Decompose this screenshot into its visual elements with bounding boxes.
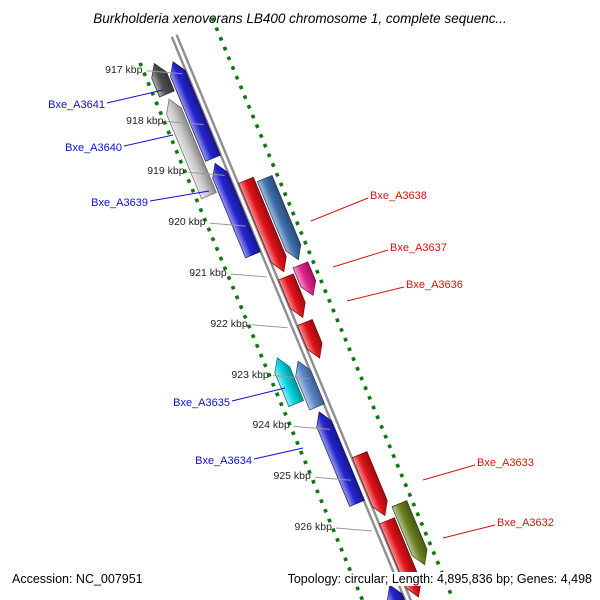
gene-label-Bxe_A3638[interactable]: Bxe_A3638 — [370, 189, 427, 202]
gene-arrow-unnamed-15[interactable] — [382, 582, 413, 600]
gene-label-leader — [332, 249, 389, 268]
gene-arrow-Bxe_A3637[interactable] — [292, 261, 320, 299]
gene-arrow-Bxe_A3634[interactable] — [312, 409, 365, 507]
gene-label-leader — [253, 447, 304, 460]
ruler-tick-line — [293, 425, 330, 430]
gene-label-Bxe_A3633[interactable]: Bxe_A3633 — [477, 456, 534, 469]
gene-label-leader — [442, 524, 496, 539]
gene-arrow-Bxe_A3641[interactable] — [166, 59, 221, 162]
gene-label-Bxe_A3640[interactable]: Bxe_A3640 — [65, 141, 122, 154]
ruler-tick-label-921: 921 kbp — [189, 266, 227, 279]
status-accession: Accession: NC_007951 — [10, 572, 145, 586]
ruler-tick-label-917: 917 kbp — [105, 63, 143, 76]
gene-arrow-unnamed-0[interactable] — [147, 60, 175, 98]
status-summary: Topology: circular; Length: 4,895,836 bp… — [285, 572, 594, 586]
ruler-tick-label-925: 925 kbp — [273, 470, 311, 483]
feature-ring-right-dots — [210, 17, 455, 600]
gene-label-Bxe_A3637[interactable]: Bxe_A3637 — [390, 241, 447, 254]
ruler-tick-label-922: 922 kbp — [210, 317, 248, 330]
ruler-tick-line — [167, 121, 204, 126]
gene-arrow-unnamed-8[interactable] — [297, 319, 327, 362]
ruler-tick-line — [209, 222, 246, 227]
gene-label-leader — [123, 134, 174, 147]
backbone-line-inner — [175, 34, 417, 600]
genome-track — [138, 17, 455, 600]
ruler-tick-line — [335, 527, 372, 532]
gene-label-Bxe_A3641[interactable]: Bxe_A3641 — [48, 98, 105, 111]
gene-label-leader — [106, 89, 164, 104]
gene-label-Bxe_A3639[interactable]: Bxe_A3639 — [91, 196, 148, 209]
backbone-line-outer — [170, 36, 413, 600]
ruler-tick-label-924: 924 kbp — [252, 419, 290, 432]
gene-arrows-layer — [147, 59, 432, 600]
gene-label-leader — [346, 286, 405, 302]
gene-label-Bxe_A3635[interactable]: Bxe_A3635 — [173, 396, 230, 409]
label-leaders-layer — [106, 89, 496, 539]
ruler-tick-label-920: 920 kbp — [168, 216, 206, 229]
gene-label-Bxe_A3636[interactable]: Bxe_A3636 — [406, 278, 463, 291]
gene-arrow-Bxe_A3635[interactable] — [270, 355, 305, 408]
ruler-tick-label-926: 926 kbp — [294, 521, 332, 534]
ruler-tick-line — [272, 375, 309, 380]
ruler-tick-line — [230, 273, 267, 278]
ruler-tick-label-918: 918 kbp — [126, 114, 164, 127]
gene-label-leader — [310, 197, 369, 222]
ruler-tick-line — [314, 476, 351, 481]
gene-arrow-Bxe_A3632[interactable] — [391, 500, 432, 568]
gene-label-Bxe_A3632[interactable]: Bxe_A3632 — [497, 516, 554, 529]
feature-ring-left-dots — [138, 62, 378, 600]
gene-arrow-unnamed-4[interactable] — [238, 176, 292, 275]
ruler-tick-line — [146, 70, 183, 75]
gene-arrow-unnamed-10[interactable] — [291, 358, 325, 411]
gene-arrow-Bxe_A3638[interactable] — [256, 174, 305, 262]
gene-arrow-Bxe_A3633[interactable] — [351, 451, 392, 519]
gene-label-leader — [149, 190, 210, 202]
ruler-tick-line — [251, 324, 288, 329]
gene-label-leader — [231, 387, 286, 402]
gene-label-Bxe_A3634[interactable]: Bxe_A3634 — [195, 454, 252, 467]
ruler-layer — [146, 70, 372, 532]
gene-arrow-Bxe_A3636[interactable] — [278, 273, 311, 321]
ruler-tick-label-923: 923 kbp — [231, 368, 269, 381]
map-title: Burkholderia xenovorans LB400 chromosome… — [93, 11, 507, 26]
ruler-tick-label-919: 919 kbp — [147, 165, 185, 178]
ruler-tick-line — [188, 171, 225, 176]
gene-arrow-Bxe_A3639[interactable] — [208, 160, 261, 259]
gene-label-leader — [422, 464, 476, 481]
